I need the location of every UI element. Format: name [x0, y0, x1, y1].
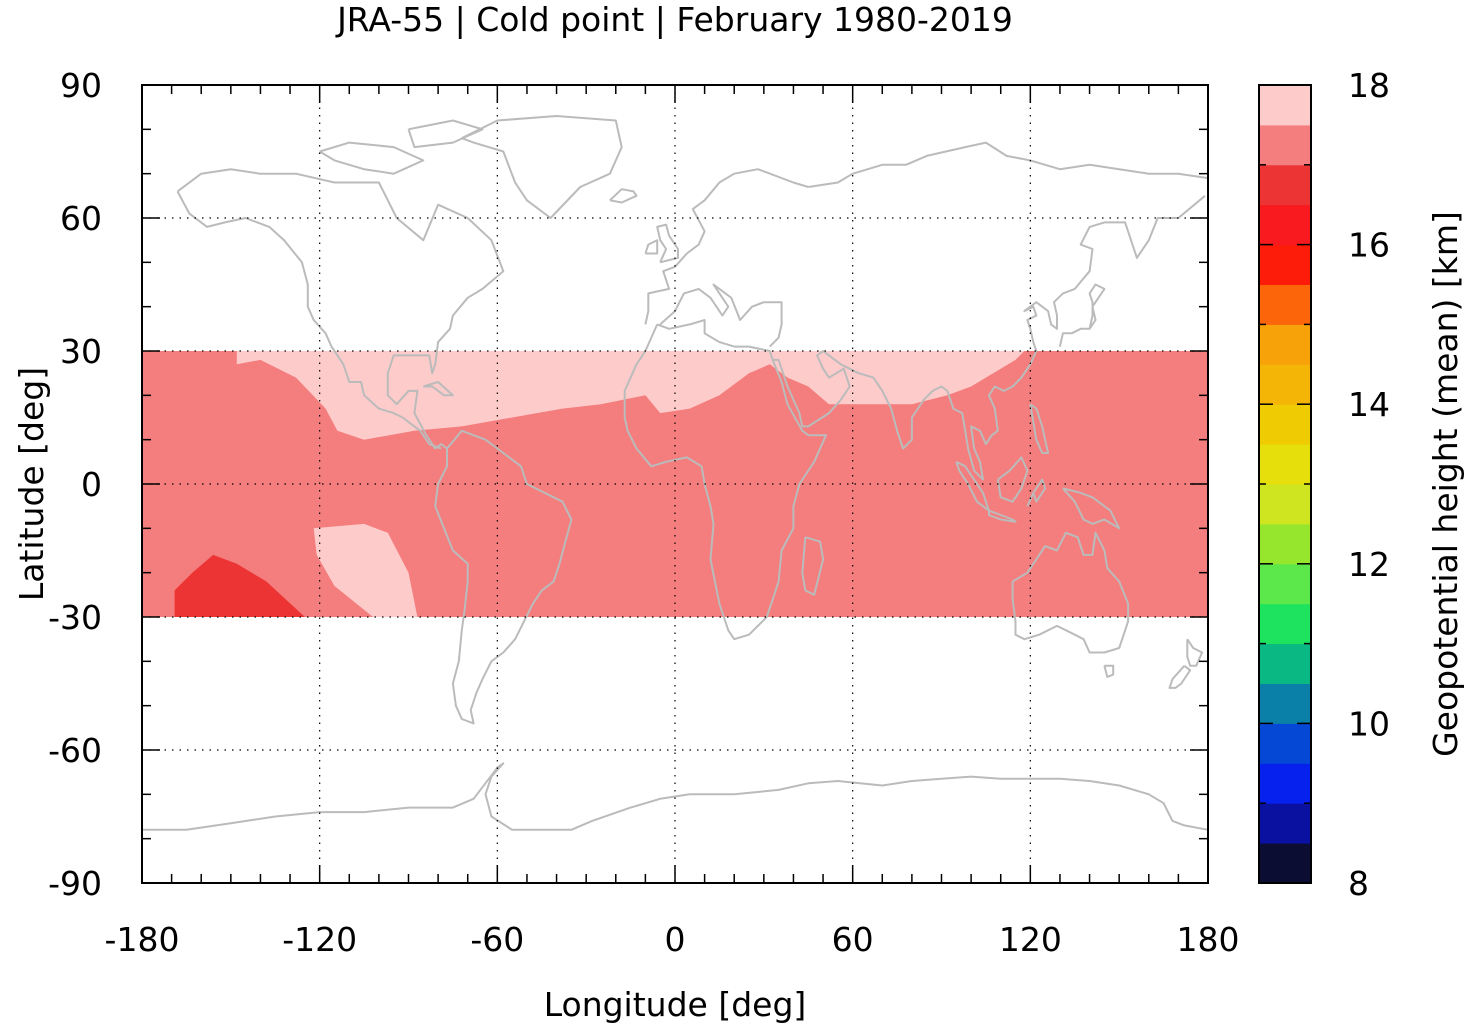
- x-tick-label: 60: [832, 920, 874, 959]
- colorbar-swatch: [1259, 364, 1311, 405]
- coastline-segment-28: [423, 381, 454, 397]
- y-tick-label: 0: [81, 465, 102, 504]
- coastline-segment-2: [176, 190, 442, 450]
- y-tick-label: 30: [60, 332, 102, 371]
- x-tick-labels: -180 -120 -60 0 60 120 180: [105, 920, 1240, 959]
- y-axis-label: Latitude [deg]: [12, 367, 51, 601]
- y-tick-labels: -90 -60 -30 0 30 60 90: [48, 66, 102, 903]
- coastline-segment-18: [1062, 487, 1121, 530]
- coastline-segment-22: [1186, 638, 1204, 667]
- colorbar-swatch: [1259, 85, 1311, 126]
- coastline-segment-12: [808, 141, 1209, 188]
- x-tick-label: 120: [999, 920, 1062, 959]
- coastline-segment-20: [1011, 531, 1130, 654]
- grid-lines: [142, 85, 1208, 883]
- coastline-segment-10: [659, 283, 783, 348]
- colorbar-swatch: [1259, 164, 1311, 206]
- plot-area: [141, 84, 1209, 884]
- coastlines: [142, 115, 1209, 831]
- coastline-segment-13: [1058, 283, 1106, 347]
- coastline-segment-11: [772, 195, 1206, 481]
- colorbar-tick-label: 14: [1348, 385, 1390, 424]
- colorbar-swatch: [1259, 803, 1311, 844]
- coastline-segment-6: [434, 429, 573, 725]
- y-tick-label: 90: [60, 66, 102, 105]
- coastline-segment-8: [623, 319, 827, 641]
- y-tick-label: -30: [48, 598, 102, 637]
- coastline-segment-7: [644, 168, 809, 325]
- colorbar-swatches: [1259, 85, 1311, 884]
- colorbar-tick-labels: 8 10 12 14 16 18: [1348, 66, 1390, 903]
- colorbar-swatch: [1259, 643, 1311, 684]
- coastline-segment-4: [319, 141, 425, 175]
- colorbar-swatch: [1259, 603, 1311, 645]
- x-axis-label: Longitude [deg]: [544, 985, 807, 1024]
- colorbar-tick-label: 10: [1348, 704, 1390, 743]
- coastline-segment-3: [461, 115, 623, 219]
- colorbar-swatch: [1259, 683, 1311, 724]
- colorbar-swatch: [1259, 204, 1311, 246]
- colorbar-tick-label: 16: [1348, 226, 1390, 265]
- coastline-segment-26: [644, 239, 659, 255]
- x-tick-label: -120: [282, 920, 357, 959]
- colorbar-swatch: [1259, 523, 1311, 565]
- colorbar-tick-label: 8: [1348, 864, 1369, 903]
- coastline-segment-24: [142, 762, 1209, 831]
- colorbar-swatch: [1259, 124, 1311, 166]
- chart-title: JRA-55 | Cold point | February 1980-2019: [335, 0, 1013, 39]
- y-tick-label: -90: [48, 864, 102, 903]
- colorbar-label: Geopotential height (mean) [km]: [1426, 211, 1465, 757]
- colorbar-swatch: [1259, 444, 1311, 485]
- colorbar-swatch: [1259, 763, 1311, 804]
- colorbar-swatch: [1259, 563, 1311, 605]
- colorbar-ticks: [1259, 84, 1311, 884]
- coastline-segment-9: [801, 536, 825, 596]
- x-tick-label: -180: [105, 920, 180, 959]
- x-tick-label: 180: [1177, 920, 1240, 959]
- coastline-segment-15: [996, 456, 1029, 503]
- x-tick-label: 0: [665, 920, 686, 959]
- coastline-segment-17: [1026, 478, 1047, 507]
- coastline-segment-27: [609, 188, 638, 204]
- colorbar-tick-label: 12: [1348, 545, 1390, 584]
- y-tick-label: 60: [60, 199, 102, 238]
- coastline-segment-5: [407, 119, 484, 149]
- coastline-segment-23: [1168, 664, 1192, 689]
- coastline-segment-1: [176, 168, 505, 450]
- colorbar-swatch: [1259, 843, 1311, 884]
- y-tick-label: -60: [48, 731, 102, 770]
- colorbar-swatch: [1259, 284, 1311, 325]
- coastline-segment-21: [1103, 664, 1115, 678]
- coastline-segment-19: [1029, 403, 1050, 454]
- field-region-3: [174, 554, 305, 617]
- colorbar-tick-label: 18: [1348, 66, 1390, 105]
- coastline-segment-25: [656, 223, 679, 264]
- colorbar-swatch: [1259, 404, 1311, 445]
- colorbar-swatch: [1259, 723, 1311, 764]
- colorbar-swatch: [1259, 244, 1311, 285]
- colorbar-swatch: [1259, 324, 1311, 365]
- x-tick-label: -60: [470, 920, 524, 959]
- colorbar: 8 10 12 14 16 18 Geopotential height (mean) […: [1258, 66, 1465, 903]
- field-region-1: [236, 351, 1025, 440]
- coastline-segment-16: [987, 509, 1017, 523]
- field-region-2: [313, 523, 418, 617]
- axis-ticks: [141, 84, 1209, 884]
- colorbar-swatch: [1259, 484, 1311, 525]
